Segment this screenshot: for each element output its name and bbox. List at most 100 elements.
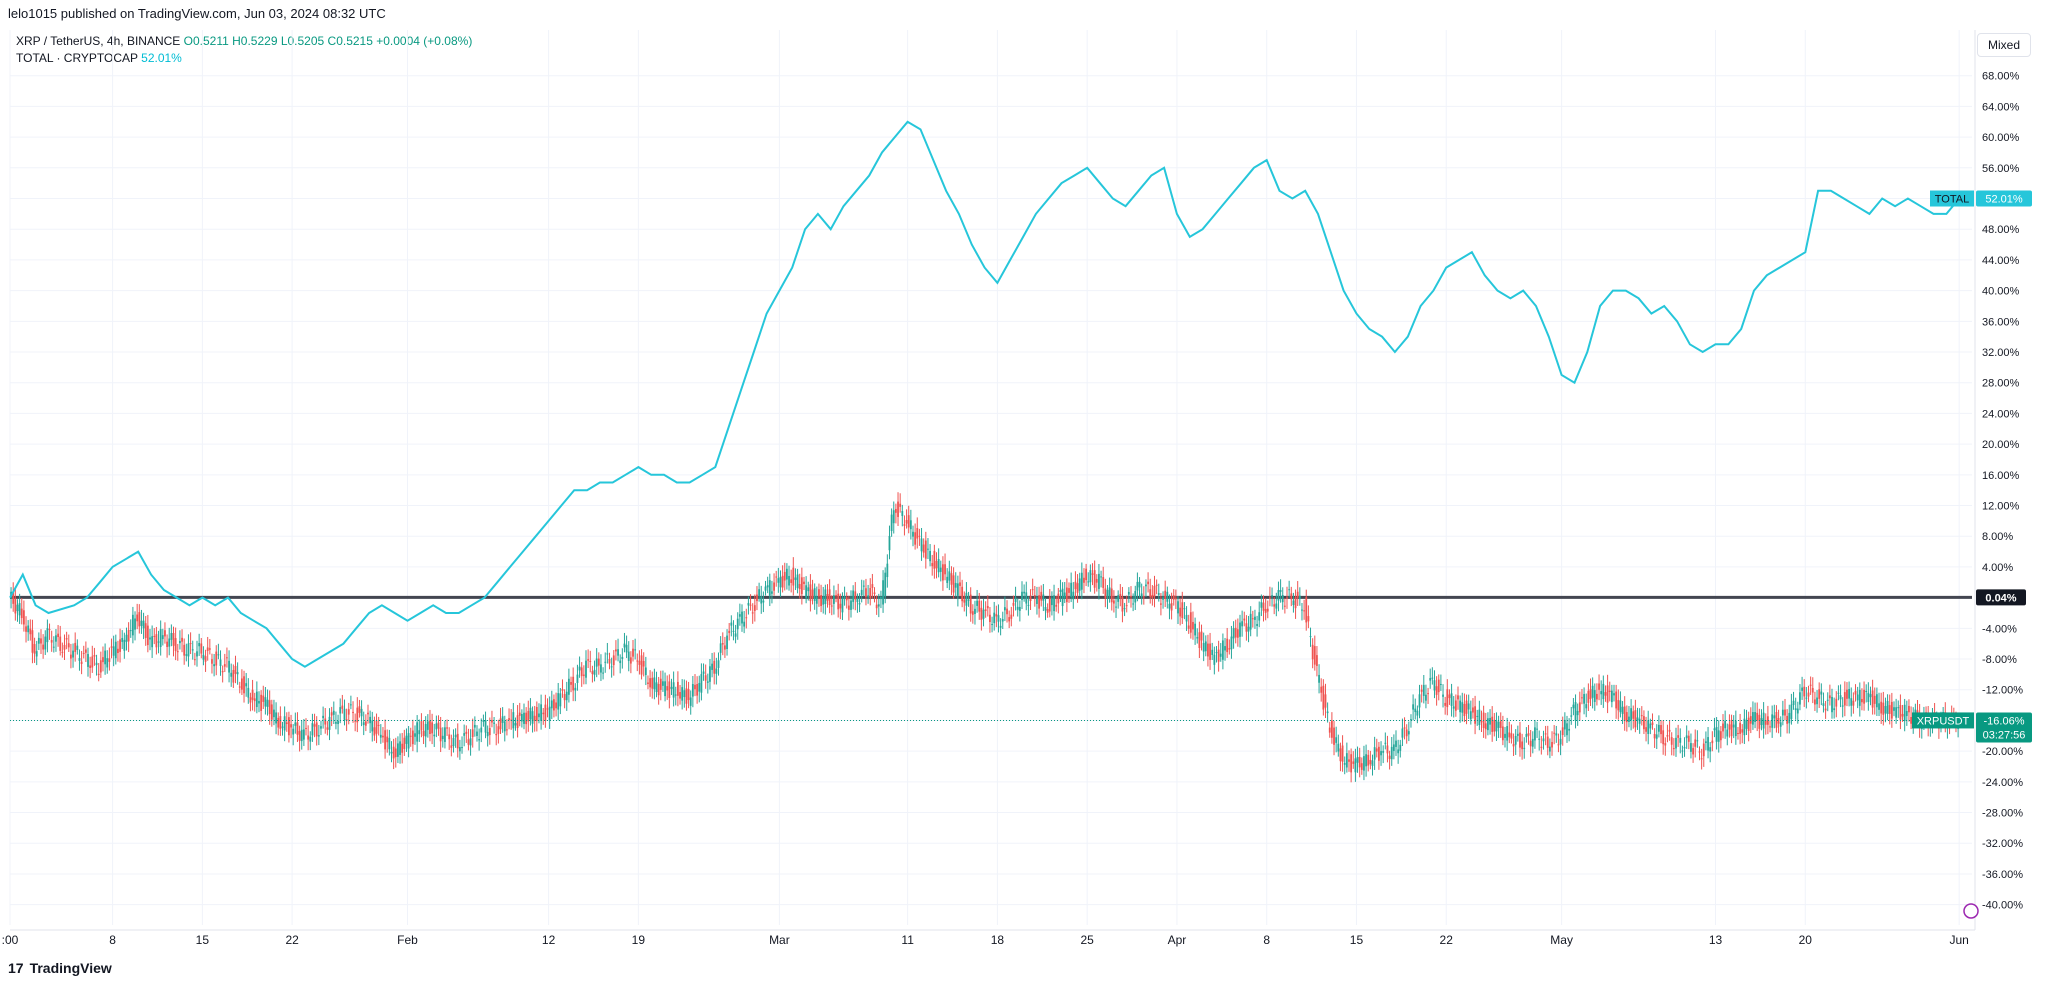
xrp-candle-body — [1010, 614, 1013, 619]
x-tick-label: Jun — [1949, 933, 1968, 947]
xrp-candle-body — [715, 668, 718, 674]
xrp-candle-body — [386, 736, 389, 743]
xrp-candle-body — [1243, 618, 1246, 621]
xrp-candle-body — [1805, 697, 1808, 699]
xrp-candle-body — [1029, 595, 1032, 602]
xrp-candle-body — [1561, 727, 1564, 736]
xrp-candle-body — [1247, 626, 1250, 632]
xrp-candle-body — [760, 596, 763, 604]
xrp-candle-body — [1683, 747, 1686, 749]
xrp-candle-body — [14, 598, 17, 614]
xrp-candle-body — [367, 712, 369, 715]
xrp-candle-body — [226, 657, 228, 659]
xrp-candle-body — [223, 664, 226, 667]
xrp-candle-body — [800, 577, 803, 595]
xrp-candle-body — [294, 722, 297, 726]
xrp-candle-body — [142, 620, 145, 629]
xrp-candle-body — [1343, 763, 1346, 765]
xrp-candle-body — [486, 731, 489, 737]
xrp-candle-body — [1360, 763, 1363, 770]
xrp-candle-body — [1450, 693, 1453, 706]
xrp-candle-body — [1863, 689, 1865, 704]
xrp-candle-body — [219, 659, 222, 666]
legend-compare-symbol[interactable]: TOTAL · CRYPTOCAP — [16, 51, 138, 65]
xrp-candle-body — [567, 678, 570, 695]
xrp-candle-body — [1484, 723, 1487, 730]
xrp-candle-body — [221, 671, 224, 673]
xrp-candle-body — [422, 730, 425, 736]
xrp-candle-body — [478, 739, 481, 741]
xrp-candle-body — [1508, 732, 1511, 738]
published-caption: lelo1015 published on TradingView.com, J… — [8, 6, 386, 21]
xrp-candle-body — [1211, 649, 1214, 655]
xrp-candle-body — [580, 667, 583, 677]
xrp-candle-body — [1266, 608, 1269, 612]
xrp-candle-body — [1358, 756, 1361, 768]
xrp-candle-body — [347, 709, 350, 715]
xrp-candle-body — [1249, 613, 1252, 630]
scale-mode-button[interactable]: Mixed — [1977, 33, 2031, 57]
xrp-name-tag — [1912, 712, 1974, 729]
xrp-candle-body — [674, 694, 677, 696]
xrp-candle-body — [651, 677, 654, 689]
xrp-candle-body — [84, 649, 87, 653]
xrp-candle-body — [176, 651, 179, 653]
xrp-candle-body — [1192, 621, 1194, 630]
xrp-candle-body — [335, 722, 337, 724]
xrp-candle-body — [1388, 755, 1391, 759]
xrp-candle-body — [1600, 691, 1603, 695]
xrp-candle-body — [330, 712, 333, 716]
xrp-candle-body — [813, 588, 816, 601]
xrp-candle-body — [1717, 730, 1720, 742]
xrp-candle-body — [1602, 683, 1605, 700]
xrp-candle-body — [1172, 595, 1175, 600]
xrp-candle-body — [1643, 716, 1645, 730]
xrp-candle-body — [1534, 727, 1536, 741]
xrp-candle-body — [349, 704, 352, 706]
xrp-candle-body — [382, 735, 384, 738]
xrp-candle-body — [277, 717, 280, 728]
xrp-candle-body — [149, 637, 151, 640]
xrp-candle-body — [1540, 746, 1543, 748]
xrp-candle-body — [991, 624, 993, 626]
y-tick-label: 64.00% — [1982, 101, 2020, 113]
xrp-candle-body — [82, 652, 85, 654]
xrp-candle-body — [461, 747, 463, 749]
xrp-candle-body — [48, 629, 51, 631]
xrp-candle-body — [1707, 737, 1709, 751]
x-tick-label: Feb — [397, 933, 418, 947]
xrp-candle-body — [74, 642, 77, 652]
xrp-candle-body — [1773, 715, 1776, 719]
xrp-candle-body — [1728, 724, 1731, 730]
xrp-candle-body — [672, 682, 675, 698]
xrp-candle-body — [615, 649, 617, 652]
xrp-candle-body — [1882, 702, 1885, 715]
legend-symbol[interactable]: XRP / TetherUS, 4h, BINANCE — [16, 34, 181, 48]
xrp-candle-body — [1296, 591, 1299, 598]
xrp-candle-body — [1200, 631, 1203, 641]
xrp-candle-body — [1072, 591, 1075, 600]
xrp-candle-body — [458, 747, 461, 752]
xrp-candle-body — [364, 721, 367, 726]
xrp-candle-body — [35, 651, 38, 657]
y-tick-label: -36.00% — [1982, 869, 2023, 881]
xrp-candle-body — [40, 638, 42, 644]
xrp-candle-body — [44, 636, 47, 650]
xrp-candle-body — [694, 684, 696, 690]
xrp-candle-body — [1463, 703, 1466, 717]
xrp-candle-body — [211, 659, 213, 664]
xrp-candle-body — [1254, 616, 1256, 620]
xrp-candle-body — [1803, 686, 1806, 697]
xrp-candle-body — [1149, 589, 1152, 597]
xrp-candle-body — [753, 605, 756, 611]
xrp-candle-body — [570, 682, 572, 685]
price-chart[interactable]: 68.00%64.00%60.00%56.00%52.00%48.00%44.0… — [0, 0, 2048, 960]
xrp-candle-body — [989, 614, 991, 623]
xrp-candle-body — [655, 682, 658, 693]
xrp-candle-body — [1335, 737, 1338, 743]
xrp-candle-body — [886, 563, 889, 578]
xrp-candle-body — [187, 643, 190, 657]
xrp-candle-body — [309, 736, 312, 742]
xrp-candle-body — [1283, 605, 1286, 607]
xrp-candle-body — [1469, 711, 1472, 720]
